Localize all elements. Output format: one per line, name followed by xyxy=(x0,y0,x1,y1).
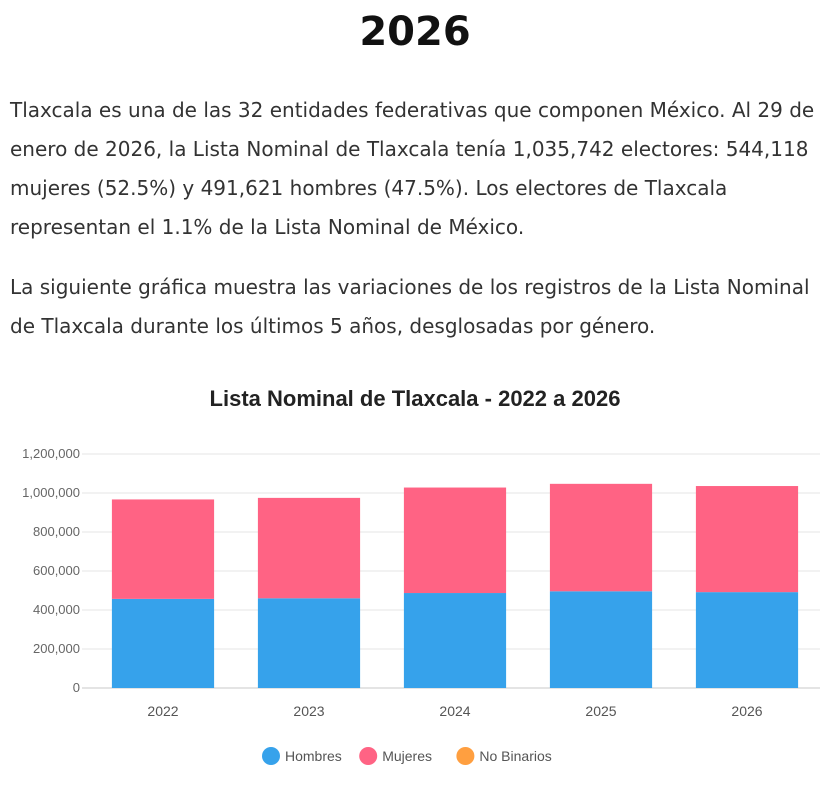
bar-mujeres-2022[interactable] xyxy=(111,499,215,599)
bar-mujeres-2025[interactable] xyxy=(549,483,653,592)
bar-hombres-2024[interactable] xyxy=(403,593,507,688)
legend-swatch xyxy=(359,747,378,765)
legend: Hombres Mujeres No Binarios xyxy=(262,747,552,765)
y-tick-label: 800,000 xyxy=(33,524,80,539)
page-heading: 2026 xyxy=(359,9,471,55)
y-tick-label: 400,000 xyxy=(33,602,80,617)
chart-title: Lista Nominal de Tlaxcala - 2022 a 2026 xyxy=(210,386,621,411)
y-tick-label: 0 xyxy=(73,680,80,695)
intro-paragraph: Tlaxcala es una de las 32 entidades fede… xyxy=(10,98,815,239)
x-tick-label: 2026 xyxy=(731,703,762,719)
legend-label: Mujeres xyxy=(382,748,432,764)
x-axis: 2022 2023 2024 2025 2026 xyxy=(147,703,762,719)
bar-hombres-2025[interactable] xyxy=(549,591,653,688)
y-tick-label: 200,000 xyxy=(33,641,80,656)
x-tick-label: 2024 xyxy=(439,703,470,719)
x-tick-label: 2023 xyxy=(293,703,324,719)
y-axis: 0 200,000 400,000 600,000 800,000 1,000,000 1,… xyxy=(22,446,80,695)
stacked-bar-chart: Lista Nominal de Tlaxcala - 2022 a 2026 … xyxy=(22,386,820,765)
legend-item-hombres[interactable]: Hombres xyxy=(262,747,342,765)
y-tick-label: 600,000 xyxy=(33,563,80,578)
bar-mujeres-2026[interactable] xyxy=(695,486,799,593)
x-tick-label: 2022 xyxy=(147,703,178,719)
legend-item-no-binarios[interactable]: No Binarios xyxy=(456,747,552,765)
legend-item-mujeres[interactable]: Mujeres xyxy=(359,747,432,765)
y-tick-label: 1,000,000 xyxy=(22,485,80,500)
legend-label: Hombres xyxy=(285,748,342,764)
chart-description-paragraph: La siguiente gráfica muestra las variaci… xyxy=(10,275,810,338)
legend-swatch xyxy=(456,747,475,765)
bar-hombres-2023[interactable] xyxy=(257,598,361,688)
bar-hombres-2022[interactable] xyxy=(111,598,215,688)
bar-mujeres-2023[interactable] xyxy=(257,497,361,599)
x-tick-label: 2025 xyxy=(585,703,616,719)
legend-swatch xyxy=(262,747,280,765)
legend-label: No Binarios xyxy=(479,748,551,764)
y-tick-label: 1,200,000 xyxy=(22,446,80,461)
bar-hombres-2026[interactable] xyxy=(695,592,799,688)
bars xyxy=(111,483,799,688)
bar-mujeres-2024[interactable] xyxy=(403,487,507,594)
